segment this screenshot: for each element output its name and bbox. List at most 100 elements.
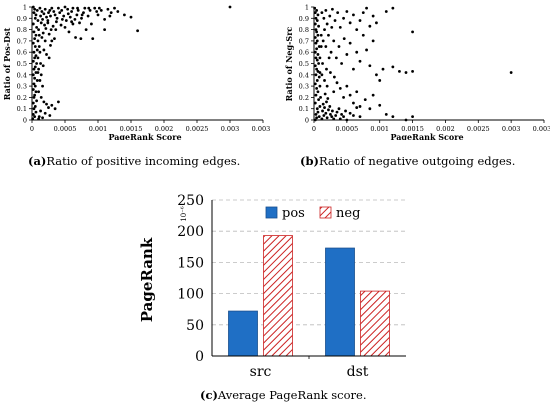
scatter-point: [338, 117, 342, 121]
scatter-point: [371, 14, 375, 18]
scatter-point: [348, 93, 352, 97]
scatter-point: [391, 115, 395, 119]
scatter-point: [325, 84, 329, 88]
scatter-point: [315, 67, 319, 71]
scatter-point: [32, 96, 36, 99]
scatter-point: [59, 23, 63, 27]
scatter-point: [38, 50, 42, 54]
scatter-point: [317, 115, 321, 119]
scatter-point: [31, 59, 35, 63]
scatter-point: [323, 106, 326, 109]
scatter-point: [319, 96, 322, 99]
scatter-point: [321, 102, 325, 106]
x-tick-label: 0.002: [436, 125, 455, 133]
scatter-point: [327, 108, 330, 112]
scatter-point: [317, 45, 321, 48]
scatter-point: [43, 7, 47, 11]
scatter-point: [318, 71, 322, 74]
y-tick-label: 0.8: [299, 26, 309, 34]
scatter-point: [34, 110, 38, 114]
bar-neg-dst: [360, 290, 390, 357]
scatter-point: [33, 37, 37, 41]
scatter-point: [116, 10, 120, 13]
scatter-point: [326, 97, 330, 100]
y-tick-label: 250: [177, 193, 204, 209]
scatter-point: [334, 114, 338, 117]
y-tick-label: 0.2: [299, 94, 309, 102]
scatter-point: [404, 71, 408, 74]
scatter-point: [315, 116, 319, 120]
y-tick-label: 0.1: [17, 105, 27, 113]
scatter-point: [39, 14, 42, 18]
scatter-point: [43, 111, 47, 115]
scatter-point: [323, 79, 326, 82]
scatter-point: [35, 48, 39, 52]
y-tick-label: 200: [177, 224, 204, 240]
scatter-point: [337, 45, 341, 48]
scatter-point: [41, 84, 44, 88]
scatter-point: [33, 115, 37, 119]
scatter-point: [358, 105, 362, 108]
scatter-point: [46, 19, 50, 22]
scatter-point: [316, 53, 320, 56]
x-tick-label: 0.0015: [120, 125, 143, 133]
scatter-point: [348, 21, 352, 25]
scatter-point: [36, 56, 40, 60]
scatter-point: [317, 98, 320, 102]
scatter-point: [31, 41, 35, 45]
y-tick-label: 0: [305, 117, 309, 125]
scatter-point: [344, 109, 347, 113]
scatter-point: [314, 56, 318, 60]
scatter-point: [327, 56, 331, 60]
scatter-point: [48, 114, 52, 117]
scatter-point: [33, 84, 37, 88]
scatter-point: [47, 56, 51, 60]
scatter-point: [32, 11, 36, 15]
scatter-point: [48, 8, 52, 12]
scatter-point: [39, 62, 42, 65]
scatter-point: [328, 14, 332, 18]
scatter-point: [34, 33, 38, 37]
scatter-point: [35, 99, 39, 103]
scatter-point: [37, 115, 41, 119]
scatter-point: [411, 115, 414, 119]
scatter-point: [324, 8, 328, 12]
scatter-point: [333, 19, 337, 22]
scatter-point: [60, 8, 64, 12]
scatter-point: [31, 101, 35, 105]
x-tick-label: 0: [312, 125, 316, 133]
scatter-point: [62, 14, 66, 18]
scatter-point: [315, 79, 319, 82]
scatter-point: [315, 30, 319, 34]
scatter-point: [76, 8, 80, 12]
scatter-point: [352, 67, 355, 71]
scatter-point: [49, 28, 53, 31]
y-tick-label: 0.3: [299, 83, 309, 91]
y-tick-label: 0.6: [299, 49, 309, 57]
scatter-point: [64, 19, 68, 22]
scatter-point: [34, 13, 38, 17]
scatter-point: [375, 21, 378, 25]
scatter-point: [314, 73, 318, 77]
caption-c-text: Average PageRank score.: [217, 388, 367, 402]
scatter-point: [35, 8, 39, 12]
scatter-point: [315, 47, 319, 51]
scatter-point: [345, 53, 349, 56]
scatter-point: [355, 106, 359, 109]
y-tick-label: 0.5: [17, 60, 27, 68]
scatter-point: [358, 115, 362, 119]
scatter-point: [328, 105, 332, 108]
scatter-point: [313, 64, 317, 68]
scatter-point: [336, 11, 340, 15]
y-tick-label: 0: [195, 349, 204, 365]
scatter-point: [51, 24, 55, 28]
scatter-point: [316, 33, 320, 37]
y-tick-label: 0: [23, 117, 27, 125]
scatter-point: [315, 107, 319, 111]
scatter-point: [352, 13, 355, 17]
x-tick-label: 0.0025: [186, 125, 209, 133]
scatter-point: [313, 22, 317, 26]
scatter-point: [323, 28, 326, 31]
y-tick-label: 1: [305, 4, 309, 12]
caption-b-letter: (b): [300, 154, 319, 168]
